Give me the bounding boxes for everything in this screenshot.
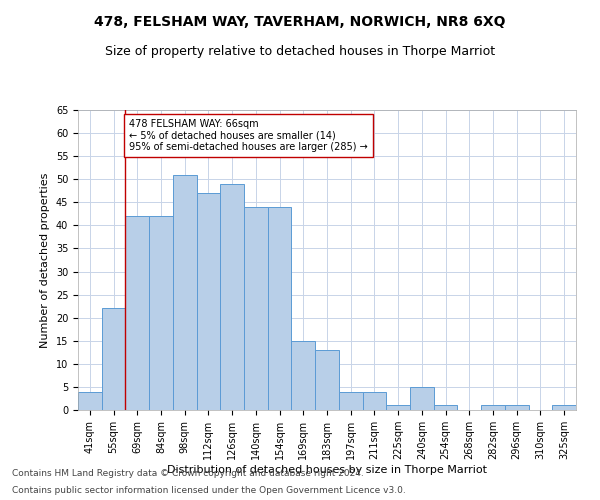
Bar (220, 184, 244, 410)
Bar (362, 392, 386, 410)
Bar (339, 392, 362, 410)
Bar (197, 193, 220, 410)
Bar (173, 174, 197, 410)
Bar (102, 308, 125, 410)
Bar (125, 216, 149, 410)
Bar (244, 207, 268, 410)
Bar (434, 406, 457, 410)
Bar (386, 406, 410, 410)
Text: Contains HM Land Registry data © Crown copyright and database right 2024.: Contains HM Land Registry data © Crown c… (12, 468, 364, 477)
Bar (149, 216, 173, 410)
Y-axis label: Number of detached properties: Number of detached properties (40, 172, 50, 348)
Bar (481, 406, 505, 410)
Bar (315, 350, 339, 410)
Text: 478 FELSHAM WAY: 66sqm
← 5% of detached houses are smaller (14)
95% of semi-deta: 478 FELSHAM WAY: 66sqm ← 5% of detached … (129, 119, 368, 152)
X-axis label: Distribution of detached houses by size in Thorpe Marriot: Distribution of detached houses by size … (167, 465, 487, 475)
Bar (268, 207, 292, 410)
Bar (505, 406, 529, 410)
Bar (78, 392, 102, 410)
Bar (410, 387, 434, 410)
Bar (292, 341, 315, 410)
Text: Contains public sector information licensed under the Open Government Licence v3: Contains public sector information licen… (12, 486, 406, 495)
Text: Size of property relative to detached houses in Thorpe Marriot: Size of property relative to detached ho… (105, 45, 495, 58)
Text: 478, FELSHAM WAY, TAVERHAM, NORWICH, NR8 6XQ: 478, FELSHAM WAY, TAVERHAM, NORWICH, NR8… (94, 15, 506, 29)
Bar (552, 406, 576, 410)
